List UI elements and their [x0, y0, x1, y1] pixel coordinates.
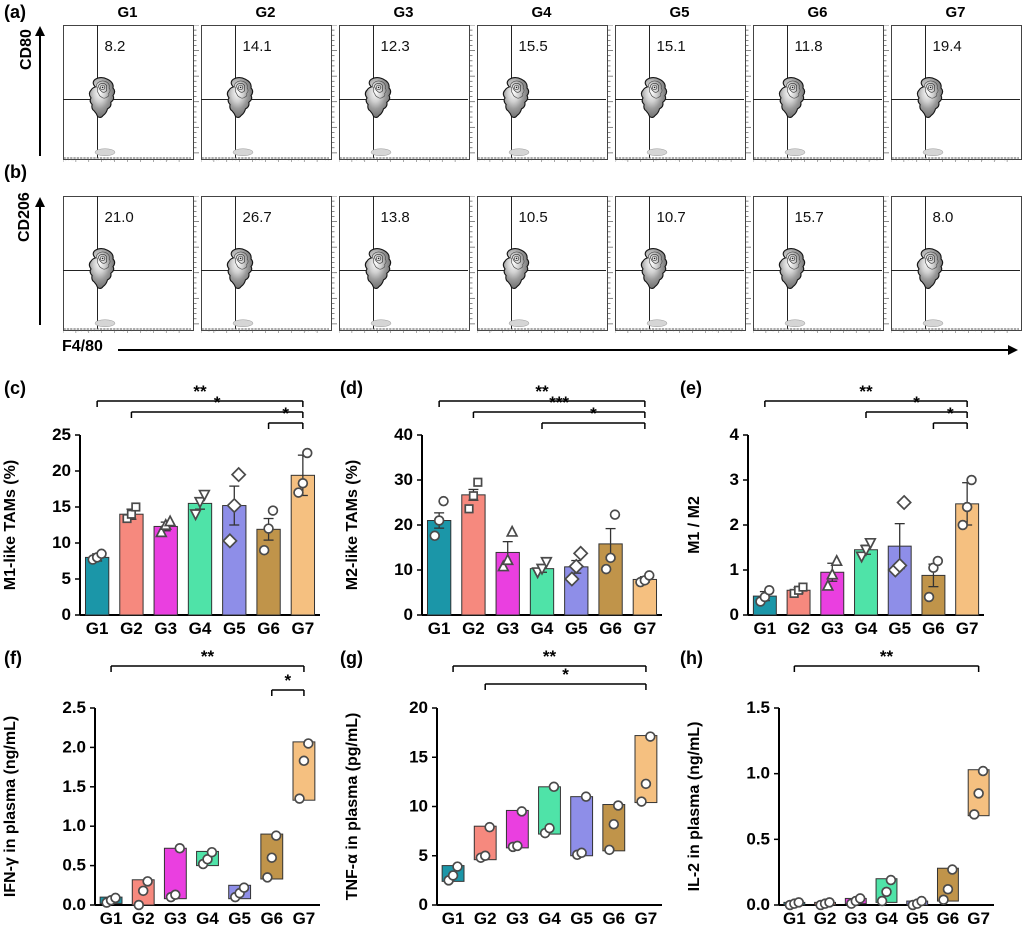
svg-text:**: **	[880, 647, 894, 666]
svg-text:G7: G7	[967, 909, 990, 928]
svg-text:G6: G6	[599, 619, 622, 638]
svg-text:1.0: 1.0	[746, 764, 770, 783]
svg-text:10: 10	[394, 560, 413, 579]
svg-text:0: 0	[404, 605, 413, 624]
svg-text:G3: G3	[154, 619, 177, 638]
svg-text:5: 5	[419, 846, 428, 865]
svg-text:4: 4	[730, 425, 740, 444]
svg-text:**: **	[535, 382, 549, 401]
svg-text:G6: G6	[937, 909, 960, 928]
svg-text:G1: G1	[86, 619, 109, 638]
svg-text:IL-2 in plasma (ng/mL): IL-2 in plasma (ng/mL)	[686, 722, 703, 892]
svg-text:G2: G2	[132, 909, 155, 928]
svg-text:*: *	[947, 404, 954, 423]
svg-text:G5: G5	[906, 909, 929, 928]
svg-text:G4: G4	[875, 909, 898, 928]
svg-text:G5: G5	[888, 619, 911, 638]
svg-text:M2-like TAMs (%): M2-like TAMs (%)	[344, 460, 361, 590]
svg-text:15: 15	[409, 747, 428, 766]
svg-text:G4: G4	[531, 619, 554, 638]
svg-text:***: ***	[549, 393, 569, 412]
svg-text:0: 0	[730, 605, 739, 624]
svg-text:**: **	[201, 647, 215, 666]
svg-text:G4: G4	[538, 909, 561, 928]
svg-text:0.5: 0.5	[746, 829, 770, 848]
svg-text:20: 20	[409, 698, 428, 717]
svg-text:G4: G4	[196, 909, 219, 928]
svg-text:0.5: 0.5	[62, 856, 86, 875]
svg-text:G5: G5	[570, 909, 593, 928]
svg-text:G2: G2	[462, 619, 485, 638]
svg-text:G6: G6	[257, 619, 280, 638]
svg-text:0: 0	[62, 605, 71, 624]
svg-text:40: 40	[394, 425, 413, 444]
svg-text:G1: G1	[754, 619, 777, 638]
svg-text:G6: G6	[260, 909, 283, 928]
svg-text:G3: G3	[844, 909, 867, 928]
svg-text:5: 5	[62, 569, 71, 588]
svg-text:10: 10	[52, 533, 71, 552]
svg-text:**: **	[543, 647, 557, 666]
svg-text:**: **	[859, 382, 873, 401]
svg-text:G4: G4	[855, 619, 878, 638]
svg-text:M1 / M2: M1 / M2	[686, 496, 703, 554]
svg-text:G7: G7	[956, 619, 979, 638]
svg-text:1.5: 1.5	[746, 698, 770, 717]
svg-text:G5: G5	[565, 619, 588, 638]
svg-text:3: 3	[730, 470, 739, 489]
svg-text:G3: G3	[164, 909, 187, 928]
svg-text:G5: G5	[223, 619, 246, 638]
svg-text:G2: G2	[120, 619, 143, 638]
svg-text:G7: G7	[635, 909, 658, 928]
svg-text:1: 1	[730, 560, 739, 579]
svg-text:*: *	[590, 404, 597, 423]
svg-text:2.5: 2.5	[62, 698, 86, 717]
svg-text:G3: G3	[821, 619, 844, 638]
svg-text:G2: G2	[814, 909, 837, 928]
svg-text:1.5: 1.5	[62, 777, 86, 796]
svg-text:G3: G3	[496, 619, 519, 638]
svg-text:G3: G3	[506, 909, 529, 928]
svg-text:25: 25	[52, 425, 71, 444]
svg-text:*: *	[285, 671, 292, 690]
svg-text:G1: G1	[442, 909, 465, 928]
svg-text:G7: G7	[292, 619, 315, 638]
svg-text:G1: G1	[100, 909, 123, 928]
svg-text:G2: G2	[474, 909, 497, 928]
svg-text:IFN-γ in plasma (ng/mL): IFN-γ in plasma (ng/mL)	[2, 716, 19, 897]
svg-text:G7: G7	[293, 909, 316, 928]
svg-text:2.0: 2.0	[62, 737, 86, 756]
svg-text:*: *	[282, 404, 289, 423]
svg-text:G6: G6	[602, 909, 625, 928]
svg-text:G4: G4	[189, 619, 212, 638]
svg-text:15: 15	[52, 497, 71, 516]
svg-text:G7: G7	[634, 619, 657, 638]
svg-text:*: *	[913, 393, 920, 412]
svg-text:20: 20	[52, 461, 71, 480]
svg-text:0: 0	[419, 895, 428, 914]
svg-text:30: 30	[394, 470, 413, 489]
svg-text:*: *	[214, 393, 221, 412]
svg-text:0.0: 0.0	[746, 895, 770, 914]
svg-text:G5: G5	[228, 909, 251, 928]
svg-text:2: 2	[730, 515, 739, 534]
svg-text:G1: G1	[428, 619, 451, 638]
svg-text:*: *	[562, 665, 569, 684]
svg-text:G6: G6	[922, 619, 945, 638]
svg-text:0.0: 0.0	[62, 895, 86, 914]
svg-text:1.0: 1.0	[62, 816, 86, 835]
svg-text:G2: G2	[787, 619, 810, 638]
svg-text:G1: G1	[783, 909, 806, 928]
svg-text:**: **	[193, 382, 207, 401]
svg-text:10: 10	[409, 797, 428, 816]
svg-text:TNF-α in plasma (pg/mL): TNF-α in plasma (pg/mL)	[344, 713, 361, 901]
svg-text:M1-like TAMs (%): M1-like TAMs (%)	[2, 460, 19, 590]
svg-text:20: 20	[394, 515, 413, 534]
